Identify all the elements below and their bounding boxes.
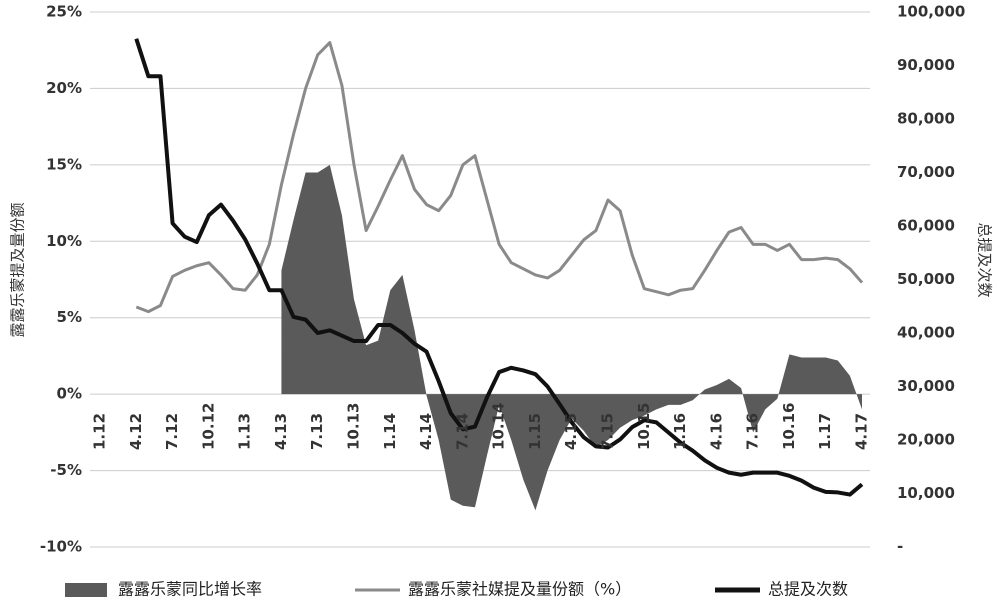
x-tick-label: 4.12 (127, 413, 145, 450)
x-tick-label: 1.13 (236, 413, 254, 450)
x-tick-label: 4.14 (417, 413, 435, 450)
legend-label: 露露乐蒙同比增长率 (118, 580, 262, 599)
y-tick-label: 15% (46, 155, 82, 173)
x-tick-label: 10.12 (199, 403, 217, 450)
y2-tick-label: 50,000 (897, 270, 955, 288)
x-tick-label: 4.15 (562, 413, 580, 450)
x-tick-label: 7.12 (163, 413, 181, 450)
x-tick-label: 7.15 (599, 413, 617, 450)
legend-swatch (65, 583, 107, 597)
y-tick-label: -5% (50, 461, 82, 479)
line (135, 41, 864, 314)
y2-tick-label: 90,000 (897, 56, 955, 74)
x-tick-label: 7.13 (308, 413, 326, 450)
x-tick-label: 7.14 (453, 413, 471, 450)
x-tick-label: 10.13 (345, 403, 363, 450)
x-tick-label: 4.16 (707, 413, 725, 450)
y-tick-label: 0% (57, 385, 82, 403)
y-tick-label: 20% (46, 79, 82, 97)
area (281, 164, 862, 511)
y2-tick-label: 20,000 (897, 431, 955, 449)
y-tick-label: 25% (46, 3, 82, 21)
y-tick-label: 5% (57, 308, 82, 326)
x-tick-label: 1.12 (91, 413, 109, 450)
legend-label: 露露乐蒙社媒提及量份额（%） (408, 580, 631, 599)
x-tick-label: 1.17 (816, 413, 834, 450)
line (134, 38, 864, 497)
y2-tick-label: 30,000 (897, 377, 955, 395)
x-tick-label: 10.15 (635, 403, 653, 450)
y2-tick-label: 80,000 (897, 110, 955, 128)
x-tick-label: 4.17 (853, 413, 871, 450)
y-axis-title: 露露乐蒙提及量份额 (9, 202, 27, 337)
y2-tick-label: 100,000 (897, 3, 965, 21)
x-tick-label: 10.16 (780, 403, 798, 450)
x-tick-label: 10.14 (490, 403, 508, 450)
y2-axis-title: 总提及次数 (976, 222, 994, 297)
x-tick-label: 1.15 (526, 413, 544, 450)
y2-tick-label: 70,000 (897, 163, 955, 181)
x-tick-label: 7.16 (744, 413, 762, 450)
y2-tick-label: 40,000 (897, 324, 955, 342)
x-tick-label: 1.16 (671, 413, 689, 450)
y-tick-label: -10% (40, 538, 82, 556)
legend-label: 总提及次数 (768, 580, 848, 599)
x-tick-label: 1.14 (381, 413, 399, 450)
y-tick-label: 10% (46, 232, 82, 250)
x-tick-label: 4.13 (272, 413, 290, 450)
y2-tick-label: - (897, 538, 903, 556)
y2-tick-label: 60,000 (897, 217, 955, 235)
y2-tick-label: 10,000 (897, 484, 955, 502)
